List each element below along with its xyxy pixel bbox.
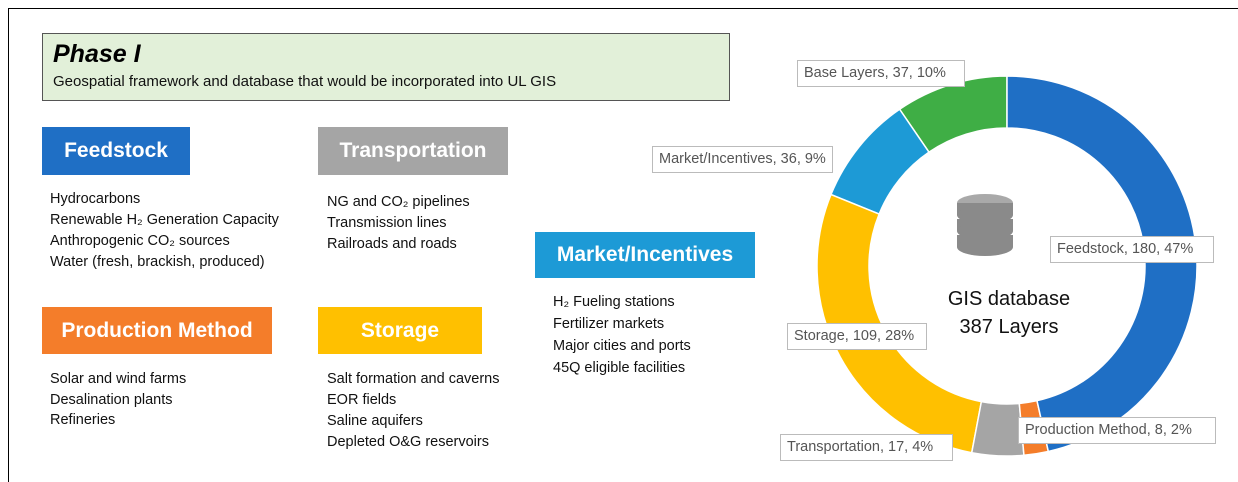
group-item: Railroads and roads: [327, 236, 457, 252]
data-label: Market/Incentives, 36, 9%: [652, 146, 833, 173]
donut-segment: [816, 193, 983, 454]
phase-title: Phase I: [53, 40, 141, 68]
group-title: Storage: [318, 307, 482, 354]
group-title: Feedstock: [42, 127, 190, 175]
group-item: Hydrocarbons: [50, 191, 141, 207]
group-item: Solar and wind farms: [50, 371, 187, 387]
center-subtitle: 387 Layers: [960, 316, 1059, 338]
group-title: Production Method: [42, 307, 272, 354]
group-item: Salt formation and caverns: [327, 371, 500, 387]
data-label: Base Layers, 37, 10%: [797, 60, 965, 87]
phase-box: Phase I Geospatial framework and databas…: [42, 33, 730, 101]
donut-segment: [970, 400, 1025, 457]
group-item: Saline aquifers: [327, 413, 423, 429]
group-item: Anthropogenic CO₂ sources: [50, 233, 230, 249]
data-label: Storage, 109, 28%: [787, 323, 927, 350]
group-item: Depleted O&G reservoirs: [327, 434, 489, 450]
donut-segment: [1006, 75, 1198, 453]
group-item: Major cities and ports: [553, 338, 691, 354]
data-label: Production Method, 8, 2%: [1018, 417, 1216, 444]
group-item: EOR fields: [327, 392, 397, 408]
data-label: Transportation, 17, 4%: [780, 434, 953, 461]
group-title: Market/Incentives: [535, 232, 755, 278]
group-item: 45Q eligible facilities: [553, 360, 686, 376]
phase-subtitle: Geospatial framework and database that w…: [53, 73, 557, 90]
center-title: GIS database: [948, 288, 1070, 310]
group-item: Transmission lines: [327, 215, 447, 231]
donut-segment: [829, 108, 931, 216]
group-item: H₂ Fueling stations: [553, 294, 675, 310]
group-item: Water (fresh, brackish, produced): [50, 254, 265, 270]
frame: [8, 8, 1238, 482]
group-item: Renewable H₂ Generation Capacity: [50, 212, 279, 228]
data-label: Feedstock, 180, 47%: [1050, 236, 1214, 263]
group-item: NG and CO₂ pipelines: [327, 194, 470, 210]
database-icon: [957, 194, 1013, 256]
group-item: Refineries: [50, 412, 116, 428]
group-item: Fertilizer markets: [553, 316, 665, 332]
group-item: Desalination plants: [50, 391, 173, 408]
group-title: Transportation: [318, 127, 508, 175]
